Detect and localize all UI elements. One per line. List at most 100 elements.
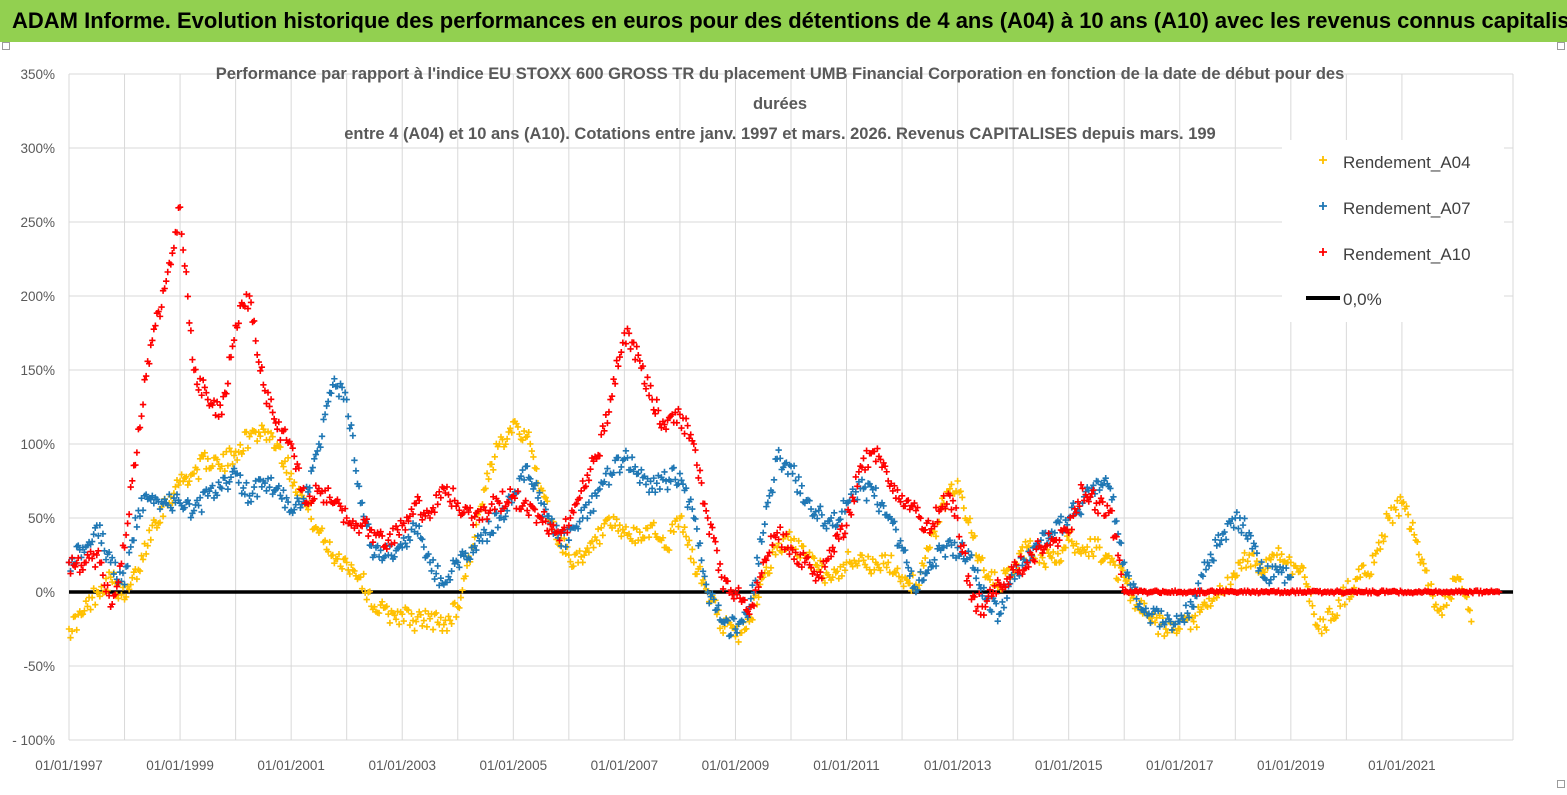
point-rendement-a07-fill <box>696 539 704 547</box>
point-rendement-a04-fill <box>408 610 415 618</box>
point-rendement-a07-fill <box>798 482 805 489</box>
point-rendement-a07-fill <box>437 574 444 582</box>
point-rendement-a07-fill <box>780 464 787 471</box>
point-rendement-a10-fill <box>719 585 727 593</box>
point-rendement-a10-fill <box>934 518 941 526</box>
legend-item-zero[interactable]: 0,0% <box>1306 290 1382 309</box>
point-rendement-a07-fill <box>980 584 988 591</box>
legend-item-a04[interactable]: Rendement_A04 <box>1319 153 1471 172</box>
point-rendement-a07-fill <box>419 536 426 543</box>
legend-item-a07[interactable]: Rendement_A07 <box>1319 199 1471 218</box>
point-rendement-a07-fill <box>1117 539 1125 547</box>
point-rendement-a10-fill <box>695 474 702 482</box>
point-rendement-a10-fill <box>480 503 488 511</box>
point-rendement-a07-48 <box>732 625 739 633</box>
point-rendement-a10-fill <box>267 396 275 403</box>
point-rendement-a10-fill <box>122 531 130 539</box>
point-rendement-a07-fill <box>1096 486 1103 494</box>
chart-resize-handle-bottom-right[interactable] <box>1557 780 1565 788</box>
point-rendement-a07-fill <box>932 562 940 570</box>
point-rendement-a07-fill <box>1127 581 1134 589</box>
point-rendement-a07-fill <box>1266 580 1273 587</box>
point-rendement-a04-fill <box>1173 630 1180 637</box>
point-rendement-a10-fill <box>1097 495 1105 502</box>
point-rendement-a10-fill <box>147 341 154 349</box>
point-rendement-a07-fill <box>938 544 946 551</box>
point-rendement-a10-fill <box>224 380 232 387</box>
point-rendement-a10-fill <box>834 531 841 538</box>
point-rendement-a10-fill <box>931 523 938 530</box>
point-rendement-a07-fill <box>150 500 158 507</box>
point-rendement-a04-fill <box>806 549 813 556</box>
point-rendement-a07-fill <box>1119 560 1126 568</box>
point-rendement-a07-fill <box>761 520 768 528</box>
point-rendement-a04-72 <box>1065 537 1072 544</box>
point-rendement-a04-fill <box>73 626 80 634</box>
point-rendement-a04-fill <box>1192 612 1199 619</box>
point-rendement-a04-fill <box>1244 558 1251 565</box>
point-rendement-a10-fill <box>830 548 838 555</box>
point-rendement-a07-fill <box>112 559 119 566</box>
point-rendement-a04-fill <box>699 576 707 584</box>
point-rendement-a04-fill <box>991 569 998 576</box>
legend-label-a07: Rendement_A07 <box>1343 199 1471 218</box>
point-rendement-a04-fill <box>304 506 312 513</box>
point-rendement-a07-fill <box>602 470 610 477</box>
point-rendement-a07-fill <box>914 586 921 594</box>
point-rendement-a04-fill <box>1242 564 1250 571</box>
point-rendement-a07-fill <box>473 546 480 554</box>
point-rendement-a10-fill <box>812 577 819 584</box>
point-rendement-a10-fill <box>294 460 301 468</box>
point-rendement-a07-fill <box>186 500 193 508</box>
point-rendement-a07-fill <box>908 567 915 575</box>
point-rendement-a04-fill <box>1154 630 1162 638</box>
point-rendement-a10-fill <box>175 204 182 211</box>
point-rendement-a10-fill <box>542 517 549 525</box>
point-rendement-a10-fill <box>642 385 650 392</box>
point-rendement-a10-fill <box>1117 571 1125 578</box>
point-rendement-a10-fill <box>173 229 181 236</box>
point-rendement-a04-fill <box>146 527 153 534</box>
point-rendement-a10-63 <box>940 492 947 499</box>
point-rendement-a10-fill <box>826 547 833 554</box>
point-rendement-a04-fill <box>480 486 488 494</box>
point-rendement-a04-fill <box>749 616 756 624</box>
point-rendement-a10-fill <box>257 367 264 374</box>
point-rendement-a10-fill <box>633 343 640 350</box>
legend-item-a10[interactable]: Rendement_A10 <box>1319 245 1471 264</box>
chart-resize-handle-top-right[interactable] <box>1557 42 1565 50</box>
point-rendement-a04-fill <box>582 548 590 555</box>
chart-resize-handle-top-left[interactable] <box>2 42 10 50</box>
point-rendement-a04-fill <box>507 425 514 432</box>
point-rendement-a07-fill <box>1258 558 1265 566</box>
point-rendement-a07-fill <box>346 425 353 432</box>
point-rendement-a04-fill <box>448 620 455 627</box>
point-rendement-a07-fill <box>1145 610 1153 617</box>
point-rendement-a07-fill <box>1056 519 1063 526</box>
point-rendement-a10-fill <box>247 299 255 306</box>
point-rendement-a10-fill <box>576 494 583 502</box>
point-rendement-a10-fill <box>976 590 983 597</box>
point-rendement-a04-fill <box>153 524 161 531</box>
point-rendement-a04-fill <box>561 535 568 542</box>
point-rendement-a10-fill <box>905 497 912 504</box>
legend-label-a04: Rendement_A04 <box>1343 153 1471 172</box>
point-rendement-a10-fill <box>156 313 164 320</box>
x-tick-label-01-01-2021: 01/01/2021 <box>1368 758 1436 773</box>
point-rendement-a04-fill <box>971 532 978 540</box>
point-rendement-a04-fill <box>1438 611 1446 619</box>
point-rendement-a04-fill <box>618 533 625 540</box>
point-rendement-a04-fill <box>502 440 509 448</box>
x-tick-label-01-01-2013: 01/01/2013 <box>924 758 992 773</box>
point-rendement-a10-fill <box>835 535 843 543</box>
point-rendement-a10-fill <box>692 446 699 454</box>
point-rendement-a04-fill <box>719 629 727 637</box>
point-rendement-a10-fill <box>932 504 940 511</box>
point-rendement-a07-fill <box>477 531 485 539</box>
point-rendement-a07-fill <box>480 526 488 533</box>
point-rendement-a04-fill <box>909 571 917 579</box>
point-rendement-a04-fill <box>108 578 116 586</box>
point-rendement-a04-fill <box>864 553 872 560</box>
point-rendement-a10-fill <box>752 587 759 594</box>
point-rendement-a07-fill <box>261 479 269 487</box>
